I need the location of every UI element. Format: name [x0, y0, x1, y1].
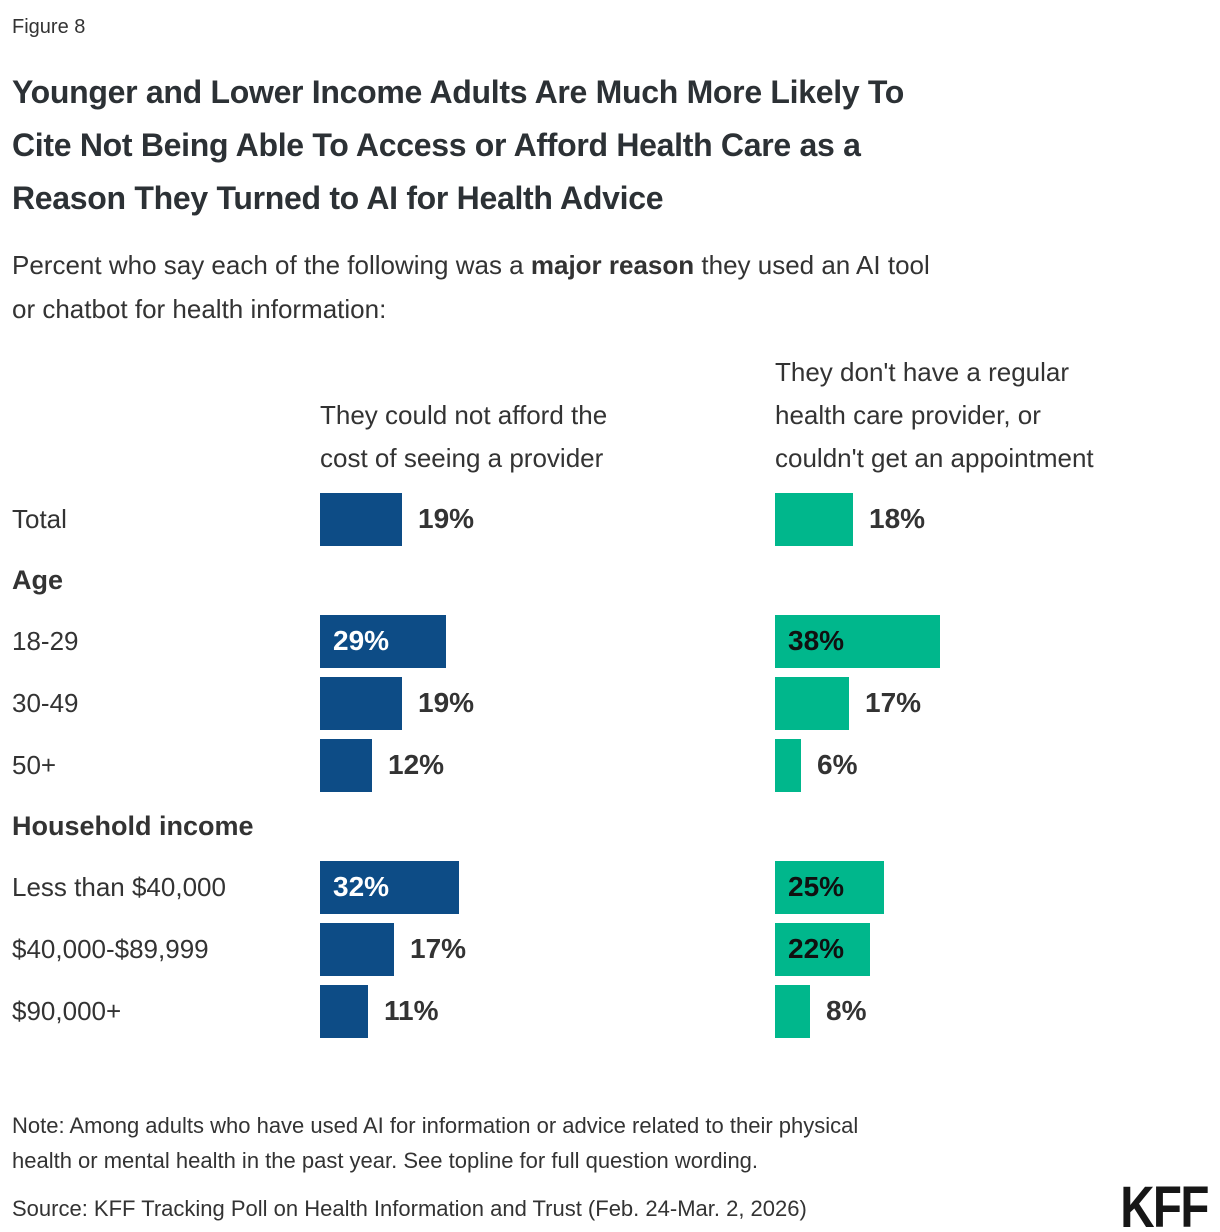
note-line-2: health or mental health in the past year…: [12, 1148, 759, 1173]
row-label: 50+: [12, 749, 57, 780]
title-line-2: Cite Not Being Able To Access or Afford …: [12, 127, 861, 163]
value-label: 22%: [788, 933, 845, 964]
bar-series-2: [775, 492, 853, 546]
bar-cell: 17%: [320, 922, 775, 976]
bar-cell: 25%: [775, 860, 1208, 914]
value-label: 19%: [418, 687, 475, 718]
bar-cell: 29%: [320, 614, 775, 668]
chart-subtitle: Percent who say each of the following wa…: [12, 243, 1208, 331]
value-label: 38%: [788, 625, 845, 656]
section-header-row: Age: [12, 550, 1208, 610]
bar-series-2: 22%: [775, 922, 870, 976]
chart-row: $40,000-$89,999 17% 22%: [12, 918, 1208, 980]
bar-series-2: 25%: [775, 860, 884, 914]
subtitle-line-2: or chatbot for health information:: [12, 294, 387, 324]
bar-cell: 8%: [775, 984, 1208, 1038]
section-header-row: Household income: [12, 796, 1208, 856]
value-label: 19%: [418, 503, 475, 534]
bar-series-1: [320, 984, 368, 1038]
row-label: 30-49: [12, 687, 79, 718]
bar-cell: 12%: [320, 738, 775, 792]
chart-row: Less than $40,000 32% 25%: [12, 856, 1208, 918]
title-line-1: Younger and Lower Income Adults Are Much…: [12, 74, 905, 110]
chart-note: Note: Among adults who have used AI for …: [12, 1108, 1208, 1178]
bar-series-1: [320, 738, 372, 792]
value-label: 17%: [865, 687, 922, 718]
chart-row: Total 19% 18%: [12, 488, 1208, 550]
bar-series-1: [320, 676, 402, 730]
row-label: Less than $40,000: [12, 871, 226, 902]
bar-cell: 22%: [775, 922, 1208, 976]
value-label: 6%: [817, 749, 858, 780]
bar-series-2: [775, 738, 801, 792]
column-header-afford-cost: They could not afford the cost of seeing…: [320, 394, 775, 480]
column-header-line: They don't have a regular: [775, 357, 1070, 387]
kff-logo: KFF: [1120, 1175, 1209, 1232]
bar-cell: 6%: [775, 738, 1208, 792]
section-label: Age: [12, 564, 64, 595]
note-line-1: Note: Among adults who have used AI for …: [12, 1113, 859, 1138]
chart-title: Younger and Lower Income Adults Are Much…: [12, 66, 1208, 225]
section-label: Household income: [12, 810, 254, 841]
bar-cell: 18%: [775, 492, 1208, 546]
chart-footer: Source: KFF Tracking Poll on Health Info…: [12, 1175, 1210, 1232]
bar-series-1: 29%: [320, 614, 446, 668]
bar-series-1: 32%: [320, 860, 459, 914]
column-header-no-provider: They don't have a regular health care pr…: [775, 351, 1208, 480]
column-headers: They could not afford the cost of seeing…: [12, 351, 1208, 480]
value-label: 25%: [788, 871, 845, 902]
figure-label: Figure 8: [12, 16, 86, 38]
row-label: $40,000-$89,999: [12, 933, 209, 964]
subtitle-text-bold: major reason: [530, 250, 695, 280]
value-label: 12%: [388, 749, 445, 780]
bar-series-2: [775, 984, 810, 1038]
bar-cell: 17%: [775, 676, 1208, 730]
bar-cell: 11%: [320, 984, 775, 1038]
subtitle-line-1: Percent who say each of the following wa…: [12, 243, 1208, 287]
chart-rows: Total 19% 18% Age 18-29 29% 38% 30-49 19% 17% 50+ 1…: [12, 488, 1208, 1042]
value-label: 8%: [826, 995, 867, 1026]
subtitle-text-prefix: Percent who say each of the following wa…: [12, 250, 531, 280]
column-header-line: health care provider, or: [775, 400, 1041, 430]
bar-series-1: [320, 492, 402, 546]
bar-series-2: [775, 676, 849, 730]
chart-row: 50+ 12% 6%: [12, 734, 1208, 796]
bar-cell: 19%: [320, 492, 775, 546]
value-label: 32%: [333, 871, 390, 902]
source-text: Source: KFF Tracking Poll on Health Info…: [12, 1196, 807, 1221]
row-label: Total: [12, 503, 67, 534]
chart-row: 30-49 19% 17%: [12, 672, 1208, 734]
bar-series-2: 38%: [775, 614, 940, 668]
value-label: 11%: [384, 995, 439, 1026]
title-line-3: Reason They Turned to AI for Health Advi…: [12, 180, 664, 216]
bar-cell: 38%: [775, 614, 1208, 668]
bar-cell: 32%: [320, 860, 775, 914]
bar-series-1: [320, 922, 394, 976]
column-header-line: They could not afford the: [320, 400, 608, 430]
column-header-line: cost of seeing a provider: [320, 443, 604, 473]
chart-row: $90,000+ 11% 8%: [12, 980, 1208, 1042]
row-label: 18-29: [12, 625, 79, 656]
value-label: 17%: [410, 933, 467, 964]
column-header-line: couldn't get an appointment: [775, 443, 1094, 473]
value-label: 18%: [869, 503, 926, 534]
value-label: 29%: [333, 625, 390, 656]
subtitle-text-suffix: they used an AI tool: [694, 250, 930, 280]
chart-row: 18-29 29% 38%: [12, 610, 1208, 672]
row-label: $90,000+: [12, 995, 122, 1026]
bar-cell: 19%: [320, 676, 775, 730]
